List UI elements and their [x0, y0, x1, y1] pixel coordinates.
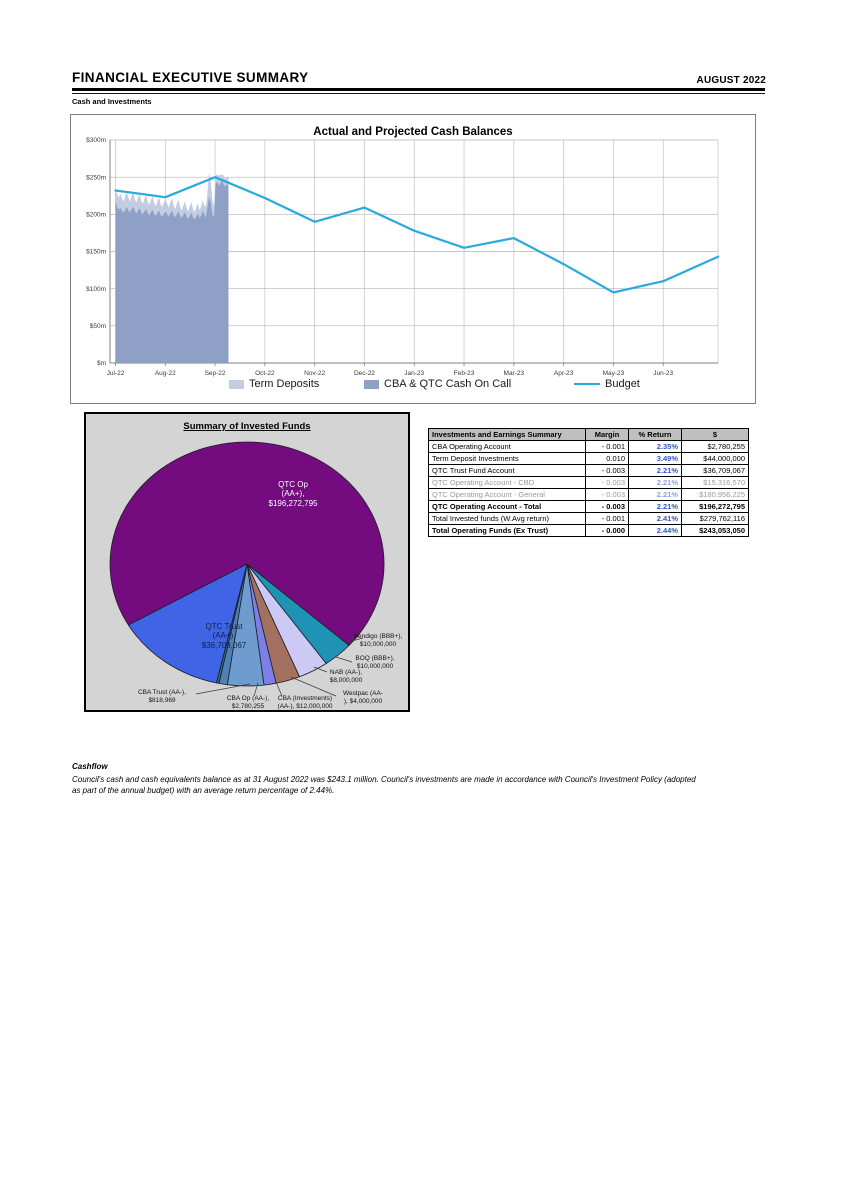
svg-text:$50m: $50m: [90, 323, 106, 330]
svg-text:$200m: $200m: [86, 212, 106, 219]
cashflow-note: Cashflow Council's cash and cash equival…: [72, 762, 700, 796]
svg-text:Jan-23: Jan-23: [404, 370, 424, 377]
table-row: QTC Operating Account - CBD - 0.003 2.21% $…: [428, 476, 749, 489]
svg-text:Jun-23: Jun-23: [653, 370, 673, 377]
svg-text:Mar-23: Mar-23: [504, 370, 525, 377]
col-margin: Margin: [585, 428, 629, 441]
legend-budget-label: Budget: [605, 378, 640, 390]
pie-label-nab: NAB (AA-), $8,000,000: [329, 669, 363, 684]
legend-budget: Budget: [574, 378, 640, 390]
cash-on-call-swatch: [364, 379, 379, 389]
investments-table: Investments and Earnings Summary Margin …: [428, 428, 749, 537]
section-label: Cash and Investments: [72, 97, 152, 106]
cash-chart-title: Actual and Projected Cash Balances: [313, 126, 513, 138]
col-summary: Investments and Earnings Summary: [428, 428, 586, 441]
svg-text:Oct-22: Oct-22: [255, 370, 275, 377]
cashflow-body: Council's cash and cash equivalents bala…: [72, 774, 696, 795]
svg-text:May-23: May-23: [603, 370, 625, 377]
svg-text:Sep-22: Sep-22: [205, 370, 226, 377]
table-header-row: Investments and Earnings Summary Margin …: [428, 428, 749, 441]
header-rule: [72, 88, 765, 94]
pie-label-cba-trust: CBA Trust (AA-), $818,969: [137, 689, 187, 704]
cash-chart-canvas: Jul-22 Aug-22 Sep-22 Oct-22 Nov-22 Dec-22 Jan-…: [86, 137, 720, 377]
table-row: CBA Operating Account - 0.001 2.35% $2,780,…: [428, 440, 749, 453]
svg-text:Apr-23: Apr-23: [554, 370, 574, 377]
table-row: QTC Operating Account - Total - 0.003 2.21…: [428, 500, 749, 513]
cashflow-heading: Cashflow: [72, 762, 108, 771]
invested-funds-pie-box: Summary of Invested Funds QTC Op (AA+), $1…: [84, 412, 410, 712]
term-deposits-swatch: [229, 379, 244, 389]
cash-balances-chart-box: Actual and Projected Cash Balances Jul-2…: [70, 114, 756, 404]
table-row: QTC Trust Fund Account - 0.003 2.21% $36,70…: [428, 464, 749, 477]
pie-label-bendigo: Bendigo (BBB+), $10,000,000: [353, 633, 403, 648]
legend-cash-on-call-label: CBA & QTC Cash On Call: [384, 378, 512, 390]
table-row: QTC Operating Account - General - 0.003 2.…: [428, 488, 749, 501]
col-amount: $: [681, 428, 749, 441]
budget-line-swatch: [574, 383, 600, 385]
pie-label-westpac: Westpac (AA-), $4,000,000: [343, 690, 383, 705]
pie-label-cba-investments: CBA (Investments) (AA-), $12,000,000: [277, 695, 333, 710]
svg-text:Nov-22: Nov-22: [304, 370, 325, 377]
report-date: AUGUST 2022: [696, 75, 766, 86]
svg-text:$250m: $250m: [86, 174, 106, 181]
table-row: Total Operating Funds (Ex Trust) - 0.000 2…: [428, 524, 749, 537]
svg-text:Aug-22: Aug-22: [155, 370, 176, 377]
page-title: FINANCIAL EXECUTIVE SUMMARY: [72, 70, 309, 85]
svg-text:$100m: $100m: [86, 286, 106, 293]
pie-label-qtc-trust: QTC Trust (AA+), $36,709,067: [201, 622, 247, 650]
legend-cash-on-call: CBA & QTC Cash On Call: [364, 378, 511, 390]
pie-title: Summary of Invested Funds: [183, 421, 311, 432]
legend-term-deposits-label: Term Deposits: [249, 378, 320, 390]
pie-canvas: [109, 441, 385, 697]
table-row: Term Deposit Investments 0.010 3.49% $44,00…: [428, 452, 749, 465]
svg-text:$m: $m: [97, 360, 106, 367]
svg-text:Dec-22: Dec-22: [354, 370, 375, 377]
svg-text:$150m: $150m: [86, 249, 106, 256]
pie-label-cba-op: CBA Op (AA-), $2,780,255: [226, 695, 270, 710]
pie-label-boq: BOQ (BBB+), $10,000,000: [355, 655, 395, 670]
col-return: % Return: [628, 428, 682, 441]
table-row: Total Invested funds (W.Avg return) - 0.0…: [428, 512, 749, 525]
svg-text:Feb-23: Feb-23: [454, 370, 475, 377]
pie-label-qtc-op: QTC Op (AA+), $196,272,795: [268, 480, 318, 508]
svg-text:Jul-22: Jul-22: [107, 370, 125, 377]
svg-text:$300m: $300m: [86, 137, 106, 144]
legend-term-deposits: Term Deposits: [229, 378, 319, 390]
